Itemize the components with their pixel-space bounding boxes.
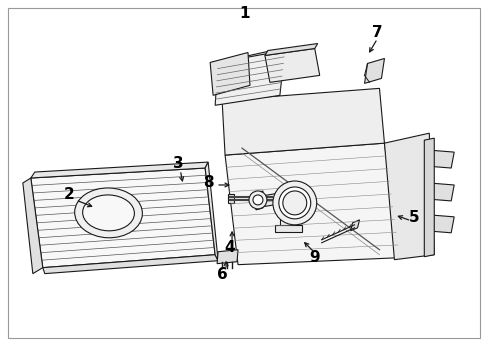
- Circle shape: [253, 195, 263, 205]
- Text: 6: 6: [217, 267, 227, 282]
- Polygon shape: [426, 215, 454, 233]
- Polygon shape: [23, 178, 43, 274]
- Circle shape: [279, 187, 311, 219]
- Polygon shape: [31, 168, 215, 268]
- Polygon shape: [228, 194, 234, 203]
- Polygon shape: [256, 191, 263, 210]
- Polygon shape: [217, 250, 238, 264]
- Polygon shape: [215, 50, 285, 105]
- Text: 9: 9: [309, 250, 320, 265]
- Polygon shape: [225, 143, 399, 265]
- Polygon shape: [218, 50, 278, 100]
- Polygon shape: [265, 44, 318, 55]
- Polygon shape: [426, 150, 454, 168]
- Polygon shape: [350, 220, 360, 231]
- Text: 8: 8: [203, 175, 214, 190]
- Text: 3: 3: [173, 156, 184, 171]
- Text: 2: 2: [63, 188, 74, 202]
- Polygon shape: [31, 162, 208, 178]
- Text: 7: 7: [372, 25, 383, 40]
- Polygon shape: [280, 210, 298, 228]
- Polygon shape: [426, 183, 454, 201]
- Circle shape: [273, 181, 317, 225]
- Ellipse shape: [83, 195, 134, 231]
- Polygon shape: [365, 58, 385, 84]
- Polygon shape: [385, 133, 434, 260]
- Text: 4: 4: [225, 240, 235, 255]
- Polygon shape: [265, 49, 319, 82]
- Ellipse shape: [74, 188, 143, 238]
- Text: 1: 1: [240, 6, 250, 21]
- Polygon shape: [424, 138, 434, 257]
- Polygon shape: [222, 88, 385, 155]
- Polygon shape: [275, 225, 302, 232]
- Polygon shape: [205, 162, 218, 261]
- Polygon shape: [262, 193, 280, 207]
- Polygon shape: [210, 53, 250, 95]
- Polygon shape: [43, 255, 218, 274]
- Circle shape: [283, 191, 307, 215]
- Circle shape: [249, 191, 267, 209]
- Text: 5: 5: [409, 210, 419, 225]
